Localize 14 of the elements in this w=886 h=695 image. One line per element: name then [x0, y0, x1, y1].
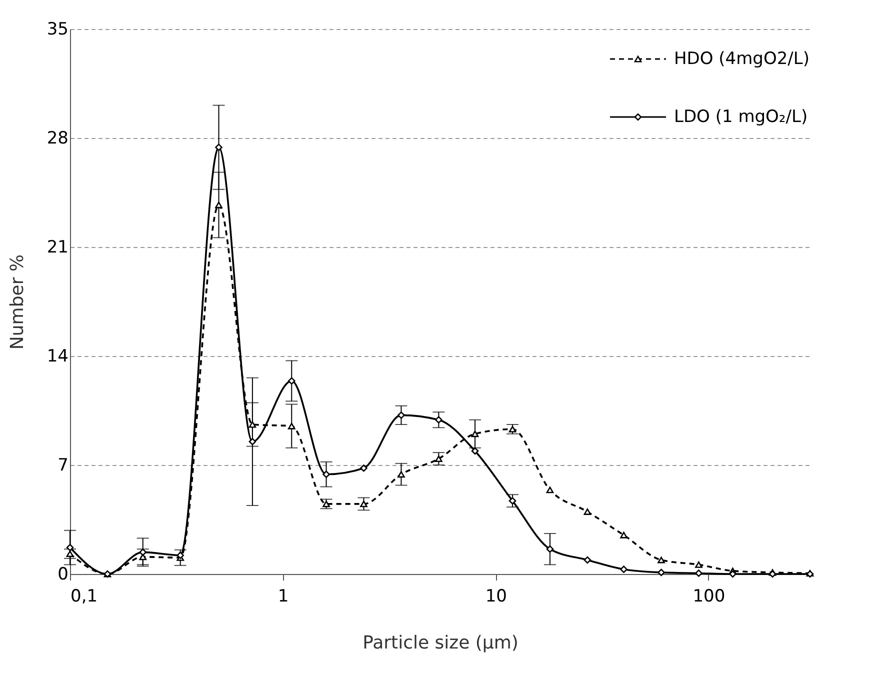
y-tick-label: 35	[46, 20, 68, 40]
x-tick-label: 10	[485, 586, 507, 606]
y-tick-label: 14	[46, 346, 68, 366]
y-tick-label: 7	[58, 456, 68, 476]
y-tick-label: 0	[58, 564, 68, 584]
x-tick-label: 100	[692, 586, 726, 606]
y-tick-label: 21	[46, 238, 68, 258]
x-axis-title: Particle size (μm)	[362, 632, 518, 654]
legend-label: LDO (1 mgO₂/L)	[674, 107, 808, 127]
y-axis-title: Number %	[6, 254, 28, 350]
y-tick-label: 28	[46, 128, 68, 148]
x-tick-label: 1	[278, 586, 289, 606]
legend-label: HDO (4mgO2/L)	[674, 49, 810, 69]
x-tick-label: 0,1	[70, 586, 98, 606]
